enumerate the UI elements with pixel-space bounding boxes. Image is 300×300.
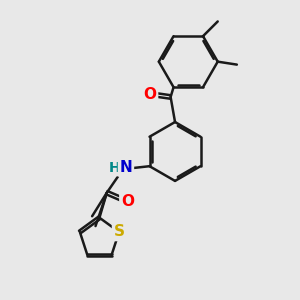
Text: O: O <box>121 194 134 209</box>
Text: O: O <box>143 87 157 102</box>
Text: N: N <box>120 160 132 175</box>
Text: S: S <box>114 224 124 239</box>
Text: H: H <box>109 161 121 175</box>
